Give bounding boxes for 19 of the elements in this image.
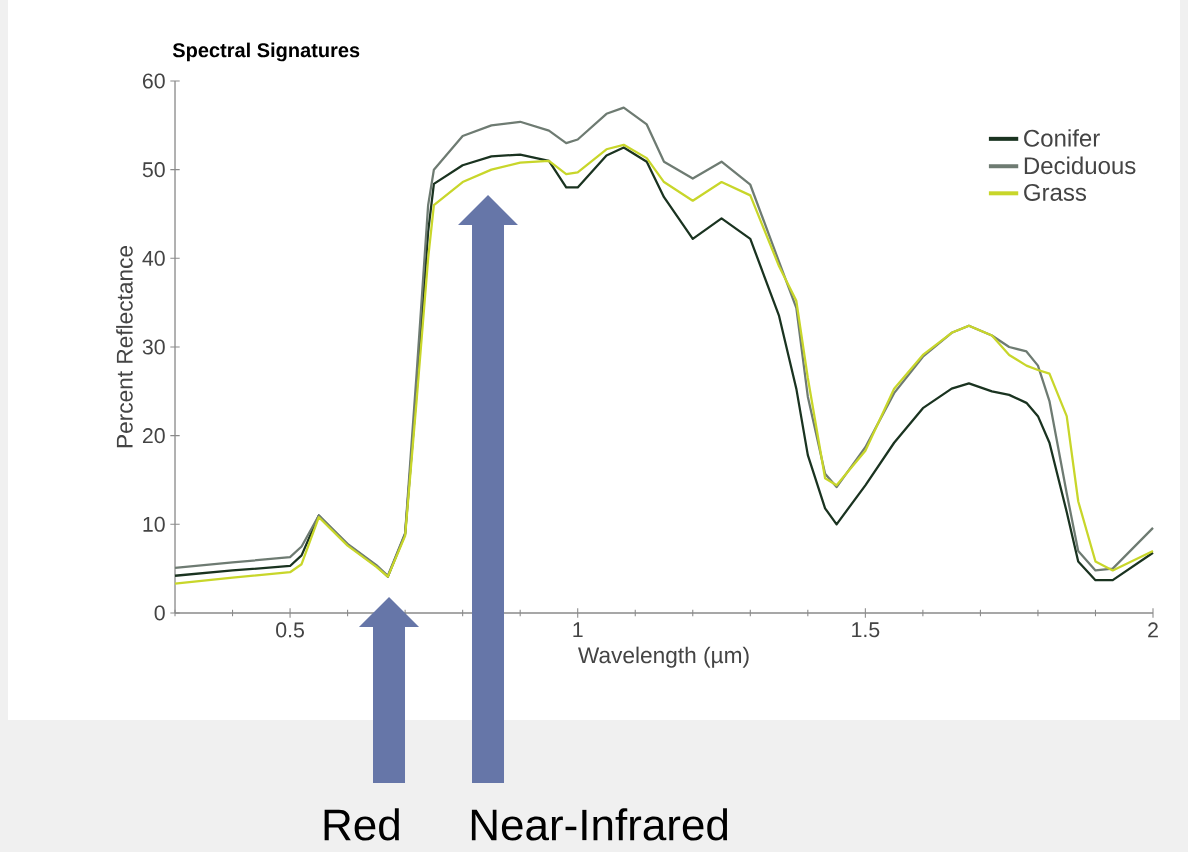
text: Near-Infrared <box>471 808 728 841</box>
text: Red <box>324 808 399 841</box>
x-tick-label: 1 <box>573 622 583 638</box>
x-axis-title: Wavelength (µm) <box>578 646 749 668</box>
legend-label: Deciduous <box>1024 156 1136 175</box>
y-tick-label: 40 <box>142 250 165 266</box>
chart-title: Spectral Signatures <box>172 42 360 62</box>
y-tick-label: 50 <box>142 162 165 178</box>
x-tick-label: 0.5 <box>276 622 304 638</box>
y-tick-label: 60 <box>142 73 165 89</box>
legend-label: Conifer <box>1024 129 1100 147</box>
y-tick-label: 30 <box>142 339 165 355</box>
y-axis-title: Percent Reflectance <box>116 245 133 448</box>
legend-label: Grass <box>1024 183 1087 201</box>
x-tick-label: 1.5 <box>852 622 880 638</box>
y-tick-label: 0 <box>154 605 165 621</box>
y-tick-label: 10 <box>143 516 165 532</box>
y-tick-label: 20 <box>142 428 165 444</box>
x-tick-label: 2 <box>1148 622 1158 638</box>
